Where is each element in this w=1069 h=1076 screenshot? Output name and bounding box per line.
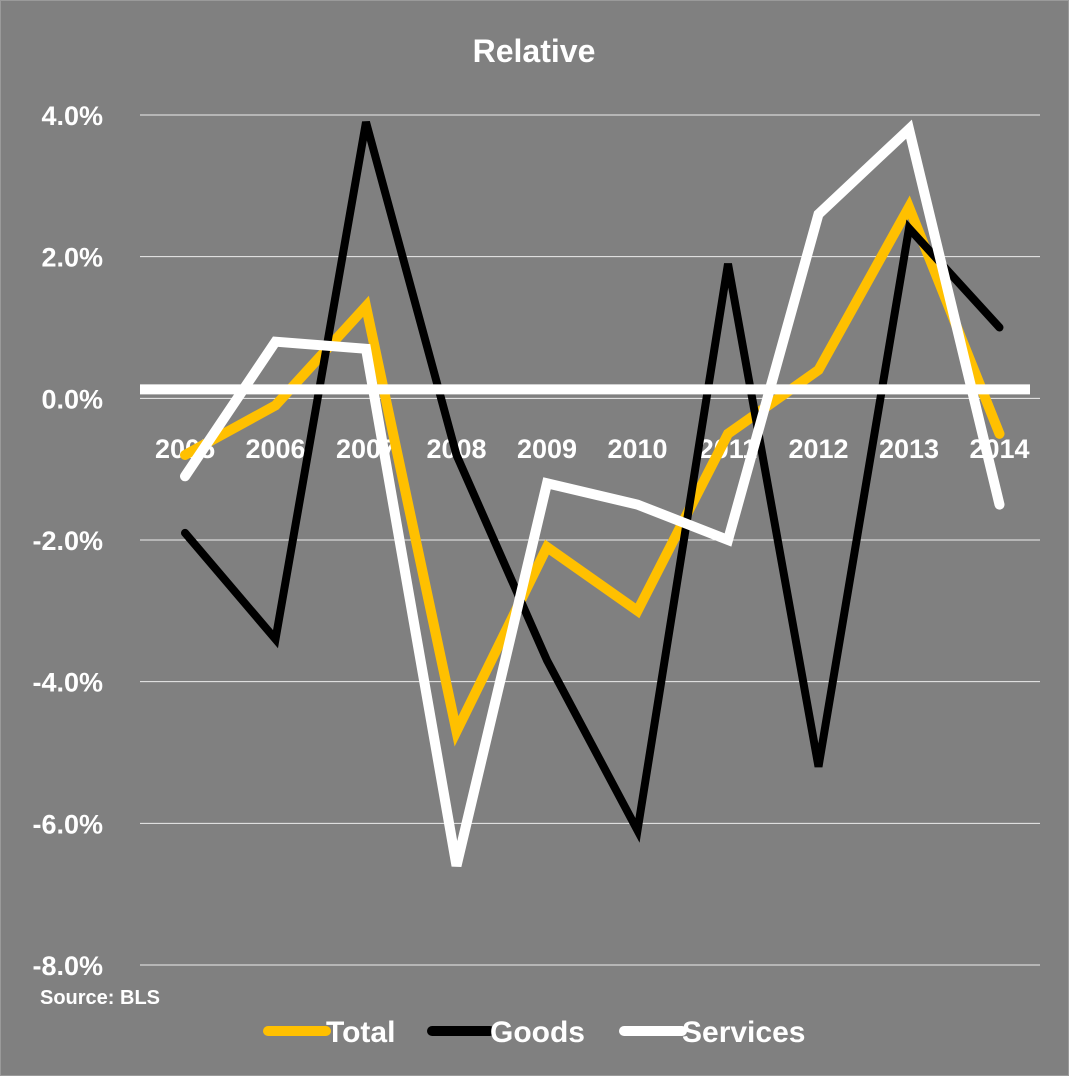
legend-label-services: Services xyxy=(682,1016,805,1049)
y-axis-ticks: 4.0% 2.0% 0.0% -2.0% -4.0% -6.0% -8.0% xyxy=(32,101,103,981)
legend-label-goods: Goods xyxy=(490,1016,585,1049)
y-tick-label: 4.0% xyxy=(41,101,103,131)
y-tick-label: -6.0% xyxy=(32,809,103,839)
legend: Total Goods Services xyxy=(263,1016,805,1049)
legend-label-total: Total xyxy=(326,1016,395,1049)
series-lines xyxy=(180,119,1005,867)
y-tick-label: -4.0% xyxy=(32,668,103,698)
x-tick-label: 2009 xyxy=(517,434,577,464)
series-line-total xyxy=(180,195,1005,747)
series-line-goods xyxy=(181,121,1004,843)
series-line-services xyxy=(180,119,1005,867)
x-tick-label: 2013 xyxy=(879,434,939,464)
y-tick-label: -2.0% xyxy=(32,526,103,556)
y-tick-label: 0.0% xyxy=(41,384,103,414)
x-tick-label: 2012 xyxy=(788,434,848,464)
x-axis-ticks: 2005 2006 2007 2008 2009 2010 2011 2012 2013 2014 xyxy=(155,434,1030,464)
chart-title: Relative xyxy=(473,33,596,69)
y-tick-label: -8.0% xyxy=(32,951,103,981)
source-note: Source: BLS xyxy=(40,987,160,1009)
x-tick-label: 2010 xyxy=(607,434,667,464)
y-tick-label: 2.0% xyxy=(41,243,103,273)
x-tick-label: 2006 xyxy=(245,434,305,464)
